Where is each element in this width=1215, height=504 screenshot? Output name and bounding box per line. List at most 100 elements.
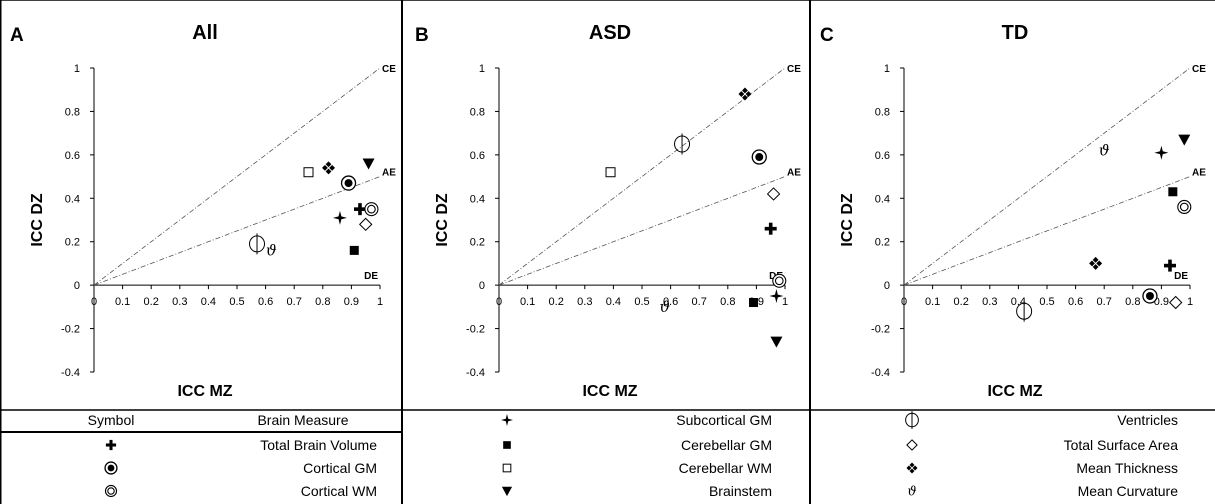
ae-reference-line [93, 176, 381, 286]
x-tick-label: 0.5 [229, 296, 244, 308]
cortical-wm-marker [107, 487, 115, 495]
y-tick-label: -0.2 [466, 324, 485, 336]
de-reference-label: DE [1174, 271, 1188, 282]
x-tick-label: 0.9 [344, 296, 359, 308]
mean-thickness-marker [325, 168, 332, 175]
y-tick-label: 0.4 [65, 193, 80, 205]
de-reference-label: DE [364, 271, 378, 282]
y-tick-label: 0.2 [470, 237, 485, 249]
data-points: ϑ [1016, 134, 1192, 322]
ce-reference-label: CE [1192, 64, 1206, 75]
x-tick-label: 0.6 [1068, 296, 1083, 308]
mean-thickness-marker [912, 465, 918, 471]
legend-entry: Subcortical GM [501, 412, 772, 428]
data-point-mean-thickness [322, 161, 336, 175]
y-tick-label: 0 [479, 280, 485, 292]
y-tick-label: -0.4 [466, 367, 485, 379]
mean-thickness-marker [322, 164, 328, 171]
data-point-mean-curvature: ϑ [266, 241, 277, 259]
legend-entry: Cortical GM [104, 460, 377, 476]
data-point-brainstem [362, 158, 375, 170]
y-tick-label: -0.4 [871, 367, 890, 379]
panel-title: All [192, 22, 218, 44]
ae-reference-label: AE [787, 168, 801, 179]
data-point-total-surface-area [766, 187, 781, 201]
y-tick-label: 0.8 [470, 106, 485, 118]
ce-reference-line [93, 67, 381, 286]
panel-letter: C [820, 25, 834, 46]
mean-curvature-marker: ϑ [660, 298, 671, 316]
mean-thickness-marker [742, 94, 748, 101]
legend-entry: Cerebellar GM [503, 437, 772, 453]
y-tick-label: 0.6 [65, 150, 80, 162]
legend-label: Brainstem [709, 483, 772, 499]
x-tick-label: 0.3 [172, 296, 187, 308]
mean-thickness-marker [1089, 260, 1095, 267]
x-tick-label: 1 [1187, 296, 1193, 308]
data-point-mean-thickness [738, 87, 752, 101]
data-point-brainstem [770, 336, 783, 348]
legend-header-measure: Brain Measure [257, 412, 348, 428]
legend: Symbol Brain Measure Total Brain Volume Cor… [0, 411, 1178, 499]
cortical-wm-marker [367, 204, 376, 214]
data-point-subcortical-gm [1154, 145, 1169, 160]
x-tick-label: 0.2 [144, 296, 159, 308]
y-axis-label: ICC DZ [434, 193, 451, 247]
legend-entry: Cerebellar WM [502, 460, 772, 476]
legend-label: Cortical GM [303, 460, 377, 476]
data-point-total-surface-area [1168, 295, 1183, 310]
data-point-cortical-gm [751, 149, 767, 165]
y-tick-label: -0.2 [871, 324, 890, 336]
cortical-gm-marker [755, 153, 764, 162]
x-tick-label: 0.2 [954, 296, 969, 308]
legend-entry: Brainstem [501, 483, 772, 499]
x-tick-label: 0.3 [577, 296, 592, 308]
mean-thickness-marker [909, 468, 915, 474]
y-tick-label: 1 [74, 63, 80, 75]
cortical-gm-marker [1145, 292, 1154, 300]
cerebellar-gm-marker [349, 245, 359, 255]
mean-curvature-marker: ϑ [266, 241, 277, 259]
ce-reference-line [498, 67, 786, 286]
data-point-brainstem [1178, 134, 1191, 146]
total-surface-area-marker [766, 187, 781, 201]
subcortical-gm-marker [769, 289, 784, 303]
cortical-wm-marker [364, 202, 379, 217]
y-tick-label: -0.4 [61, 367, 80, 379]
total-surface-area-marker [906, 439, 918, 451]
legend-entry: Total Brain Volume [105, 437, 377, 453]
y-tick-label: 0 [884, 280, 890, 292]
data-point-mean-curvature: ϑ [660, 298, 671, 316]
x-tick-label: 1 [377, 296, 383, 308]
cortical-wm-marker [1179, 202, 1189, 212]
x-tick-label: 0.1 [115, 296, 130, 308]
y-tick-label: 0.8 [875, 106, 890, 118]
legend-label: Cerebellar GM [681, 437, 772, 453]
data-point-cerebellar-wm [605, 167, 616, 178]
total-surface-area-marker [358, 217, 373, 232]
x-tick-label: 0.5 [634, 296, 649, 308]
x-tick-label: 0.7 [287, 296, 302, 308]
cerebellar-gm-marker [749, 298, 759, 308]
x-tick-label: 0.7 [1097, 296, 1112, 308]
mean-curvature-marker: ϑ [907, 484, 916, 499]
chart-panel-b: B ASD -0.4 -0.2 0 0.2 0.4 0.6 0.8 1 0 0.1 0.2 0.3 0.4 0… [415, 22, 801, 400]
chart-panel-c: C TD -0.4 -0.2 0 0.2 0.4 0.6 0.8 1 0 0.1 0.2 0.3 0.4 0.… [820, 22, 1206, 400]
legend-label: Mean Curvature [1078, 483, 1179, 499]
data-point-subcortical-gm [332, 210, 347, 225]
x-axis-label: ICC MZ [582, 383, 637, 400]
data-point-cerebellar-wm [303, 167, 314, 178]
data-point-subcortical-gm [769, 289, 784, 303]
cerebellar-gm-marker [1168, 187, 1178, 197]
legend-label: Total Surface Area [1064, 437, 1179, 453]
x-axis-label: ICC MZ [987, 383, 1042, 400]
y-tick-label: 1 [479, 63, 485, 75]
data-point-cortical-wm [1177, 199, 1192, 215]
mean-thickness-marker [738, 91, 745, 97]
y-axis-label: ICC DZ [839, 193, 856, 247]
ae-reference-label: AE [382, 168, 396, 179]
mean-thickness-marker [742, 87, 748, 94]
data-point-cortical-wm [772, 273, 787, 288]
x-tick-label: 0.4 [1011, 296, 1026, 308]
total-brain-volume-marker [358, 203, 362, 216]
